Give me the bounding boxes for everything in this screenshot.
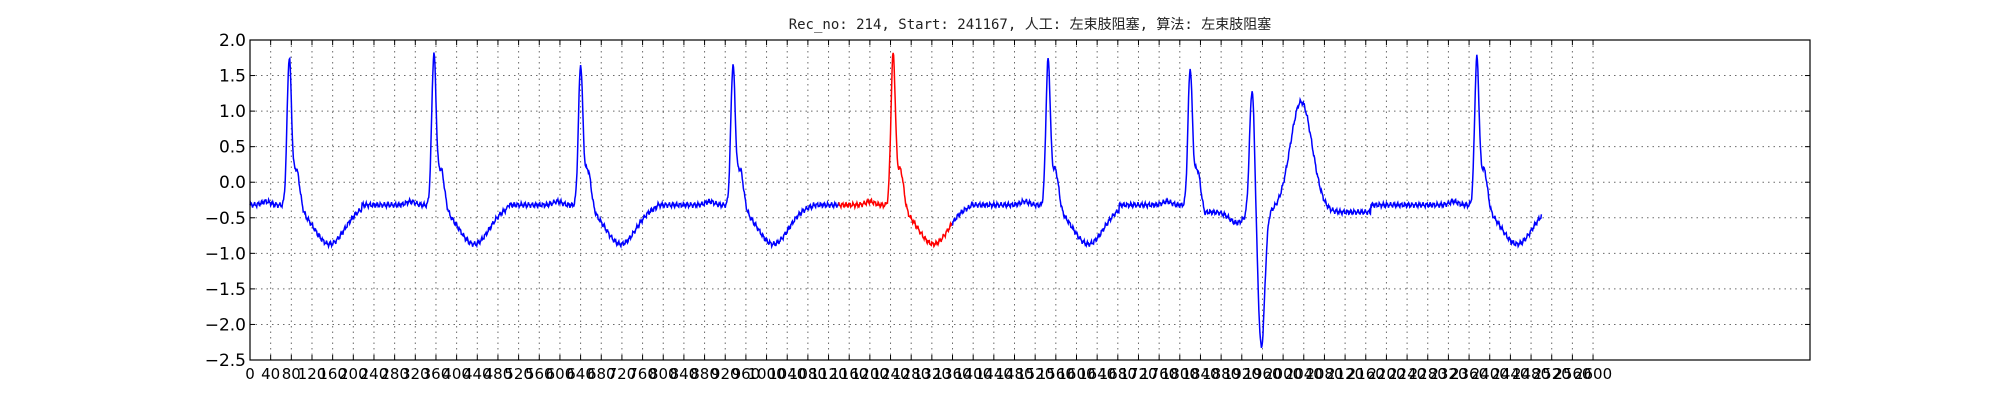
x-tick-label: 1720 — [1119, 365, 1157, 383]
x-tick-label: 40 — [261, 365, 280, 383]
x-tick-label: 2160 — [1347, 365, 1385, 383]
x-tick-label: 2040 — [1285, 365, 1323, 383]
x-tick-label: 2320 — [1429, 365, 1467, 383]
y-tick-label: 0.5 — [219, 138, 246, 158]
x-tick-label: 680 — [587, 365, 616, 383]
x-tick-label: 280 — [380, 365, 409, 383]
plot-lines — [249, 52, 1543, 348]
x-tick-label: 1120 — [809, 365, 847, 383]
x-tick-label: 2000 — [1264, 365, 1302, 383]
x-tick-label: 2080 — [1305, 365, 1343, 383]
x-tick-label: 2200 — [1367, 365, 1405, 383]
x-tick-label: 1840 — [1181, 365, 1219, 383]
chart-title: Rec_no: 214, Start: 241167, 人工: 左束肢阻塞, 算… — [789, 16, 1272, 33]
x-tick-label: 2440 — [1491, 365, 1529, 383]
x-tick-label: 800 — [649, 365, 678, 383]
x-tick-label: 0 — [245, 365, 255, 383]
x-tick-label: 400 — [442, 365, 471, 383]
x-tick-label: 1480 — [995, 365, 1033, 383]
x-tick-label: 760 — [628, 365, 657, 383]
x-tick-label: 1880 — [1202, 365, 1240, 383]
y-tick-label: −2.5 — [205, 351, 246, 371]
x-tick-label: 2600 — [1574, 365, 1612, 383]
x-tick-label: 1760 — [1140, 365, 1178, 383]
y-tick-label: 0.0 — [219, 173, 246, 193]
x-tick-label: 880 — [690, 365, 719, 383]
x-tick-label: 1080 — [789, 365, 827, 383]
grid — [250, 40, 1810, 360]
y-tick-label: 1.5 — [219, 67, 246, 87]
x-tick-label: 520 — [504, 365, 533, 383]
x-tick-label: 1600 — [1057, 365, 1095, 383]
x-tick-label: 480 — [484, 365, 513, 383]
x-tick-label: 840 — [670, 365, 699, 383]
x-tick-label: 2240 — [1388, 365, 1426, 383]
x-tick-label: 1560 — [1037, 365, 1075, 383]
x-tick-label: 2280 — [1409, 365, 1447, 383]
x-tick-label: 1400 — [954, 365, 992, 383]
x-tick-label: 200 — [339, 365, 368, 383]
y-tick-label: −1.5 — [205, 280, 246, 300]
x-tick-label: 1200 — [851, 365, 889, 383]
x-tick-label: 1680 — [1099, 365, 1137, 383]
x-tick-label: 240 — [360, 365, 389, 383]
ecg-line-segment — [951, 54, 1543, 348]
x-tick-label: 1440 — [975, 365, 1013, 383]
x-tick-label: 320 — [401, 365, 430, 383]
x-tick-label: 1640 — [1078, 365, 1116, 383]
x-tick-label: 440 — [463, 365, 492, 383]
x-tick-label: 360 — [422, 365, 451, 383]
x-tick-label: 160 — [318, 365, 347, 383]
x-tick-label: 2360 — [1450, 365, 1488, 383]
x-tick-label: 1520 — [1016, 365, 1054, 383]
y-tick-label: −1.0 — [205, 244, 246, 264]
x-tick-label: 1280 — [892, 365, 930, 383]
x-tick-label: 2400 — [1471, 365, 1509, 383]
x-tick-label: 720 — [608, 365, 637, 383]
x-tick-label: 920 — [711, 365, 740, 383]
x-tick-label: 1040 — [768, 365, 806, 383]
axis-ticks: 2.01.51.00.50.0−0.5−1.0−1.5−2.0−2.50 40 80… — [205, 31, 1810, 383]
y-tick-label: 2.0 — [219, 31, 246, 51]
x-tick-label: 120 — [298, 365, 327, 383]
x-tick-label: 1920 — [1223, 365, 1261, 383]
x-tick-label: 2120 — [1326, 365, 1364, 383]
x-tick-label: 80 — [282, 365, 301, 383]
x-tick-label: 1160 — [830, 365, 868, 383]
x-tick-label: 640 — [566, 365, 595, 383]
x-tick-label: 1240 — [871, 365, 909, 383]
x-tick-label: 2520 — [1533, 365, 1571, 383]
x-tick-label: 560 — [525, 365, 554, 383]
x-tick-label: 2480 — [1512, 365, 1550, 383]
y-tick-label: −2.0 — [205, 315, 246, 335]
x-tick-label: 1000 — [747, 365, 785, 383]
highlighted-beat-line — [838, 52, 954, 249]
x-tick-label: 600 — [546, 365, 575, 383]
ecg-line-segment — [249, 52, 840, 250]
x-tick-label: 2560 — [1553, 365, 1591, 383]
y-tick-label: 1.0 — [219, 102, 246, 122]
x-tick-label: 1960 — [1243, 365, 1281, 383]
y-tick-label: −0.5 — [205, 209, 246, 229]
x-tick-label: 960 — [732, 365, 761, 383]
x-tick-label: 1360 — [933, 365, 971, 383]
x-tick-label: 1320 — [913, 365, 951, 383]
x-tick-label: 1800 — [1161, 365, 1199, 383]
axes-frame — [249, 39, 1811, 361]
